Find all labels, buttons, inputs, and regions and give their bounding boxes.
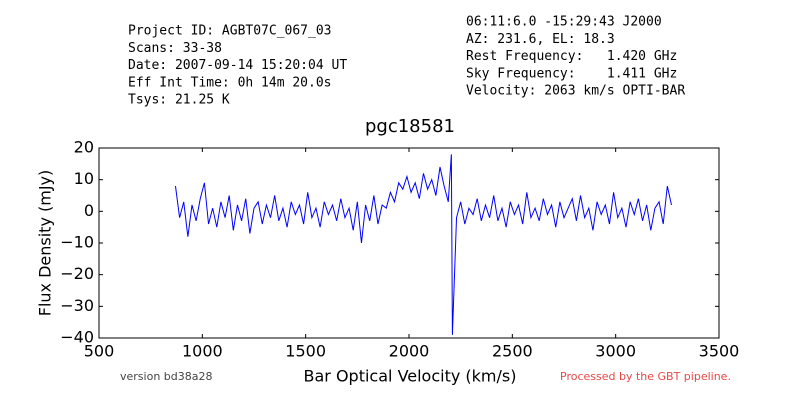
x-tick-label: 3500 <box>699 342 740 361</box>
header-line: Tsys: 21.25 K <box>128 93 230 108</box>
header-line: 06:11:6.0 -15:29:43 J2000 <box>466 15 662 30</box>
pipeline-note: Processed by the GBT pipeline. <box>560 370 731 383</box>
x-tick-label: 1000 <box>182 342 223 361</box>
x-tick-label: 1500 <box>285 342 326 361</box>
chart-title: pgc18581 <box>365 116 455 137</box>
y-tick-label: 20 <box>74 138 94 157</box>
x-tick-label: 3000 <box>595 342 636 361</box>
y-tick-label: −40 <box>60 328 94 347</box>
y-axis-label: Flux Density (mJy) <box>36 170 55 317</box>
header-line: Eff Int Time: 0h 14m 20.0s <box>128 75 332 90</box>
y-tick-label: −10 <box>60 233 94 252</box>
y-tick-label: −30 <box>60 296 94 315</box>
header-line: Velocity: 2063 km/s OPTI-BAR <box>466 84 685 99</box>
header-line: Project ID: AGBT07C_067_03 <box>128 24 332 39</box>
y-tick-label: −20 <box>60 264 94 283</box>
x-axis-label: Bar Optical Velocity (km/s) <box>304 367 517 386</box>
spectrum-line <box>174 154 672 335</box>
x-tick-label: 2500 <box>492 342 533 361</box>
y-tick-label: 0 <box>84 201 94 220</box>
header-line: Date: 2007-09-14 15:20:04 UT <box>128 58 347 73</box>
header-line: Rest Frequency: 1.420 GHz <box>466 49 677 64</box>
y-tick-label: 10 <box>74 169 94 188</box>
header-line: Scans: 33-38 <box>128 41 222 56</box>
plot-frame <box>98 147 720 339</box>
header-line: AZ: 231.6, EL: 18.3 <box>466 32 615 47</box>
header-line: Sky Frequency: 1.411 GHz <box>466 66 677 81</box>
x-tick-label: 500 <box>84 342 115 361</box>
x-tick-label: 2000 <box>389 342 430 361</box>
version-note: version bd38a28 <box>120 370 213 383</box>
